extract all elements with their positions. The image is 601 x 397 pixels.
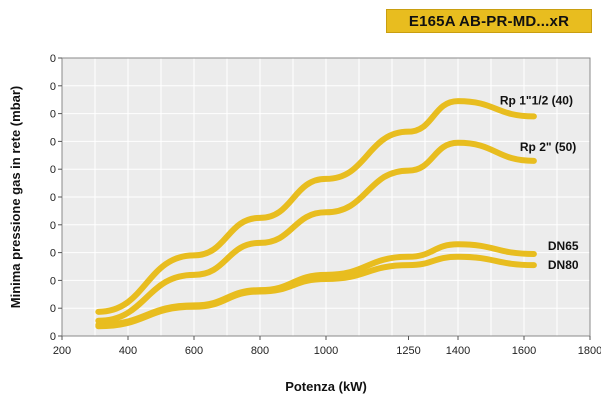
x-tick-label: 1250 — [396, 345, 420, 357]
y-tick-label: 0 — [50, 136, 56, 148]
x-tick-label: 1000 — [314, 345, 338, 357]
y-tick-label: 0 — [50, 109, 56, 121]
series-label-1: Rp 1"1/2 (40) — [500, 93, 573, 107]
series-line-4 — [95, 253, 537, 330]
y-tick-label: 0 — [50, 303, 56, 315]
x-tick-label: 400 — [119, 345, 137, 357]
y-tick-label: 0 — [50, 192, 56, 204]
series-label-3: DN65 — [548, 239, 579, 253]
series-lines — [95, 98, 537, 330]
y-tick-label: 0 — [50, 275, 56, 287]
x-tick-label: 600 — [185, 345, 203, 357]
series-label-2: Rp 2" (50) — [520, 140, 576, 154]
series-label-4: DN80 — [548, 258, 579, 272]
series-labels: Rp 1"1/2 (40) Rp 2" (50) DN65 DN80 — [500, 93, 579, 272]
y-axis-label: Minima pressione gas in rete (mbar) — [8, 86, 23, 309]
x-tick-labels: 200 400 600 800 1000 1250 1400 1600 1800 — [53, 336, 601, 357]
x-tick-label: 800 — [251, 345, 269, 357]
x-axis-label: Potenza (kW) — [285, 379, 367, 394]
x-tick-label: 1600 — [512, 345, 536, 357]
x-tick-label: 200 — [53, 345, 71, 357]
y-tick-labels: 0 0 0 0 0 0 0 0 0 0 0 — [50, 53, 62, 343]
y-tick-label: 0 — [50, 248, 56, 260]
y-tick-label: 0 — [50, 164, 56, 176]
series-line-2 — [95, 139, 537, 324]
y-tick-label: 0 — [50, 81, 56, 93]
chart-title-badge: E165A AB-PR-MD...xR — [386, 9, 592, 33]
series-line-1 — [95, 98, 537, 315]
x-tick-label: 1800 — [578, 345, 601, 357]
y-tick-label: 0 — [50, 220, 56, 232]
y-tick-label: 0 — [50, 331, 56, 343]
x-tick-label: 1400 — [446, 345, 470, 357]
y-tick-label: 0 — [50, 53, 56, 65]
